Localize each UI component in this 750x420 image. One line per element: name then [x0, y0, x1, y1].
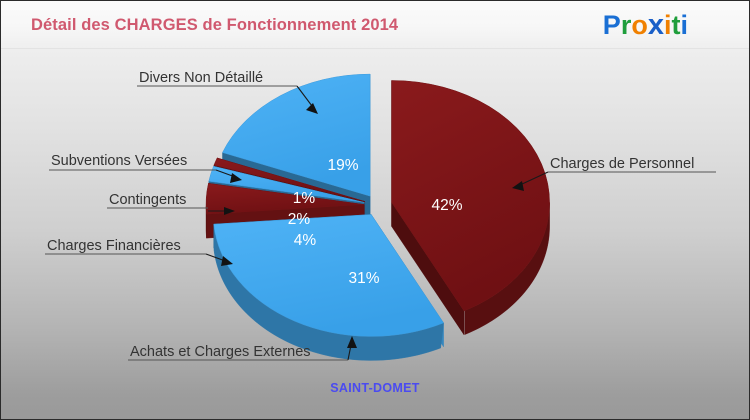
pie-slice-top[interactable]: [222, 73, 371, 197]
pct-label-contingents: 2%: [288, 211, 311, 228]
proxiti-logo[interactable]: Proxiti: [603, 10, 688, 40]
label-charges-financieres[interactable]: Charges Financières: [47, 238, 181, 254]
label-achats-et-charges-externes[interactable]: Achats et Charges Externes: [130, 344, 311, 360]
label-divers-non-detaille[interactable]: Divers Non Détaillé: [139, 70, 263, 86]
pct-label-achats-et-charges-externes: 31%: [348, 270, 379, 287]
pie-slices-group: [205, 73, 550, 361]
arrowhead-subventions-versees: [230, 173, 242, 183]
pct-label-charges-de-personnel: 42%: [431, 197, 462, 214]
leader-charges-de-personnel: [519, 171, 549, 186]
pie-slice-top[interactable]: [205, 183, 365, 215]
logo-letter-i2: i: [680, 10, 688, 40]
arrowhead-divers-non-detaille: [306, 103, 318, 114]
arrowhead-contingents: [224, 207, 235, 215]
pie-category-labels: Divers Non Détaillé Subventions Versées …: [47, 70, 694, 360]
arrowhead-achats-et-charges-externes: [347, 336, 357, 348]
logo-letter-t: t: [671, 10, 681, 40]
pie-slice-top[interactable]: [213, 214, 444, 337]
pie-slice-top[interactable]: [208, 165, 365, 203]
label-contingents[interactable]: Contingents: [109, 192, 186, 208]
pie-percent-labels: 42% 31% 19% 4% 2% 1%: [288, 157, 463, 287]
logo-letter-x: x: [647, 9, 664, 41]
label-charges-de-personnel[interactable]: Charges de Personnel: [550, 156, 694, 172]
pie-slice-top[interactable]: [213, 157, 365, 202]
callout-leaders: [45, 85, 716, 361]
pct-label-subventions-versees: 1%: [293, 190, 316, 207]
pct-label-charges-financieres: 4%: [294, 232, 317, 249]
logo-letter-o: o: [631, 10, 648, 40]
arrowhead-charges-de-personnel: [512, 181, 524, 191]
label-subventions-versees[interactable]: Subventions Versées: [51, 153, 187, 169]
commune-name: SAINT-DOMET: [330, 381, 420, 395]
page-title: Détail des CHARGES de Fonctionnement 201…: [31, 16, 399, 34]
header-bar: Détail des CHARGES de Fonctionnement 201…: [0, 0, 750, 49]
pct-label-divers-non-detaille: 19%: [327, 157, 358, 174]
logo-letter-r: r: [620, 10, 632, 40]
logo-letter-p: P: [602, 10, 621, 40]
arrowhead-charges-financieres: [221, 256, 233, 266]
logo-letter-i1: i: [663, 10, 672, 40]
